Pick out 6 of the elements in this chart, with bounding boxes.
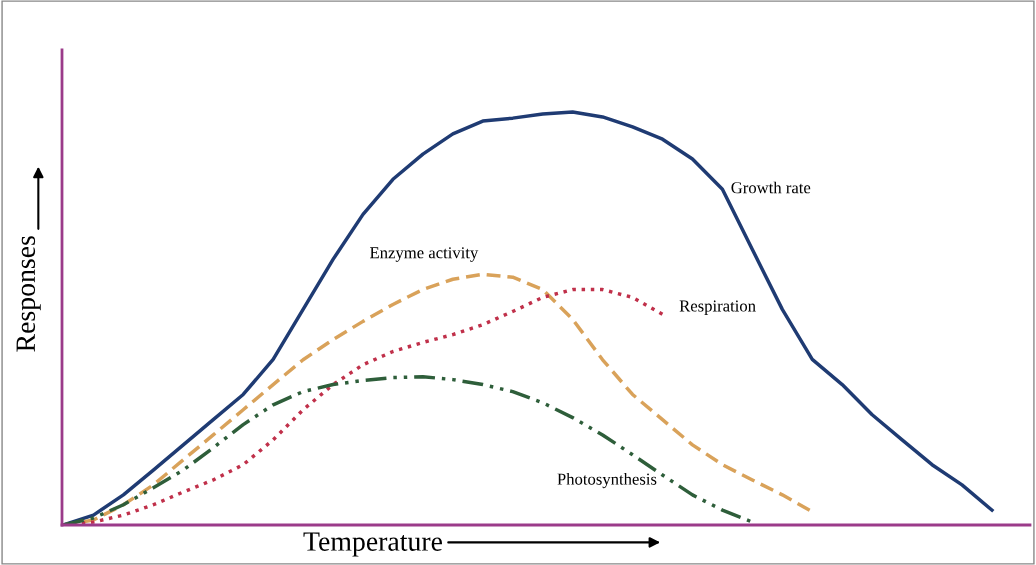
series-label: Growth rate bbox=[731, 181, 811, 194]
series-label: Photosynthesis bbox=[557, 473, 657, 489]
series-label: Respiration bbox=[679, 300, 756, 315]
y-axis-title: Responses bbox=[16, 236, 41, 352]
series-label: Enzyme activity bbox=[370, 247, 479, 262]
x-axis-title: Temperature bbox=[303, 532, 442, 557]
